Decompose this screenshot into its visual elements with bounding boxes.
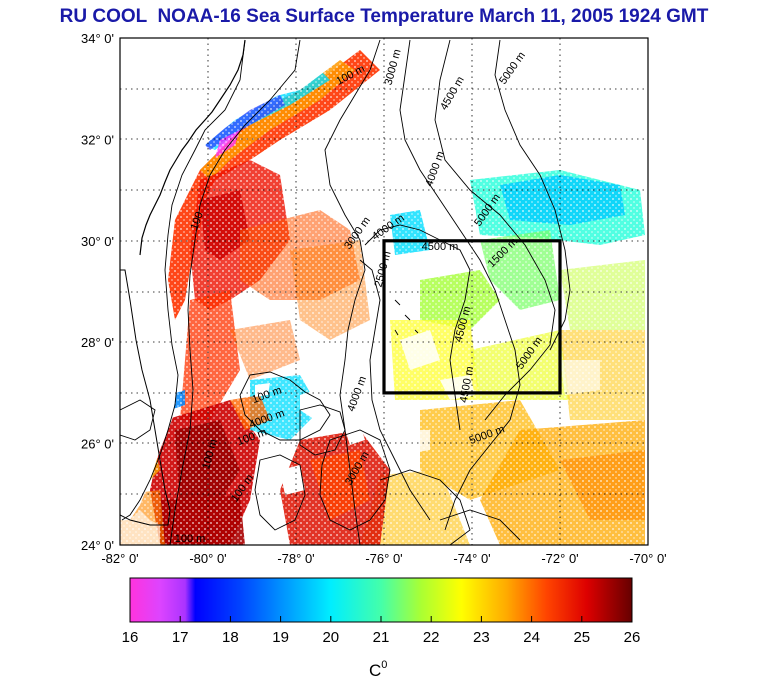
latitude-label: 26° 0' (81, 437, 114, 452)
longitude-label: -70° 0' (629, 551, 666, 566)
coastline-south (120, 269, 171, 526)
colorbar-unit-superscript: 0 (381, 659, 387, 671)
colorbar-unit-text: C (369, 661, 381, 680)
colorbar-ticks: 16 17 18 19 20 21 22 23 24 25 26 (122, 616, 641, 646)
map-border (119, 37, 649, 546)
colorbar-tick-label: 17 (172, 629, 189, 646)
latitude-label: 28° 0' (81, 335, 114, 350)
longitude-label: -80° 0' (189, 551, 226, 566)
colorbar-tick-label: 25 (573, 629, 590, 646)
colorbar-tick-label: 19 (272, 629, 289, 646)
latitude-label: 32° 0' (81, 132, 114, 147)
bathymetry-contours (120, 39, 571, 545)
longitude-label: -72° 0' (541, 551, 578, 566)
colorbar-tick-label: 22 (423, 629, 440, 646)
colorbar-tick-label: 20 (322, 629, 339, 646)
coastline (139, 39, 246, 256)
longitude-label: -76° 0' (365, 551, 402, 566)
colorbar-tick-label: 23 (473, 629, 490, 646)
latitude-label: 24° 0' (81, 538, 114, 553)
latitude-label: 30° 0' (81, 234, 114, 249)
colorbar-unit-label: C0 (369, 659, 387, 680)
longitude-label: -82° 0' (101, 551, 138, 566)
colorbar-tick-label: 18 (222, 629, 239, 646)
colorbar-tick-label: 21 (373, 629, 390, 646)
contour-label: 4500 m (422, 241, 459, 253)
study-area-box (382, 239, 562, 395)
latitude-labels: 34° 0' 32° 0' 30° 0' 28° 0' 26° 0' 24° 0' (81, 31, 114, 553)
map-title: RU COOL NOAA-16 Sea Surface Temperature … (59, 6, 709, 27)
longitude-labels: -82° 0' -80° 0' -78° 0' -76° 0' -74° 0' -72° … (101, 551, 666, 566)
longitude-label: -74° 0' (453, 551, 490, 566)
colorbar (129, 577, 633, 623)
longitude-label: -78° 0' (277, 551, 314, 566)
contour-label: 100 m (175, 533, 206, 545)
colorbar-tick-label: 16 (122, 629, 139, 646)
colorbar-tick-label: 26 (624, 629, 641, 646)
latitude-label: 34° 0' (81, 31, 114, 46)
colorbar-tick-label: 24 (523, 629, 540, 646)
contour-label: 100 (188, 210, 206, 231)
